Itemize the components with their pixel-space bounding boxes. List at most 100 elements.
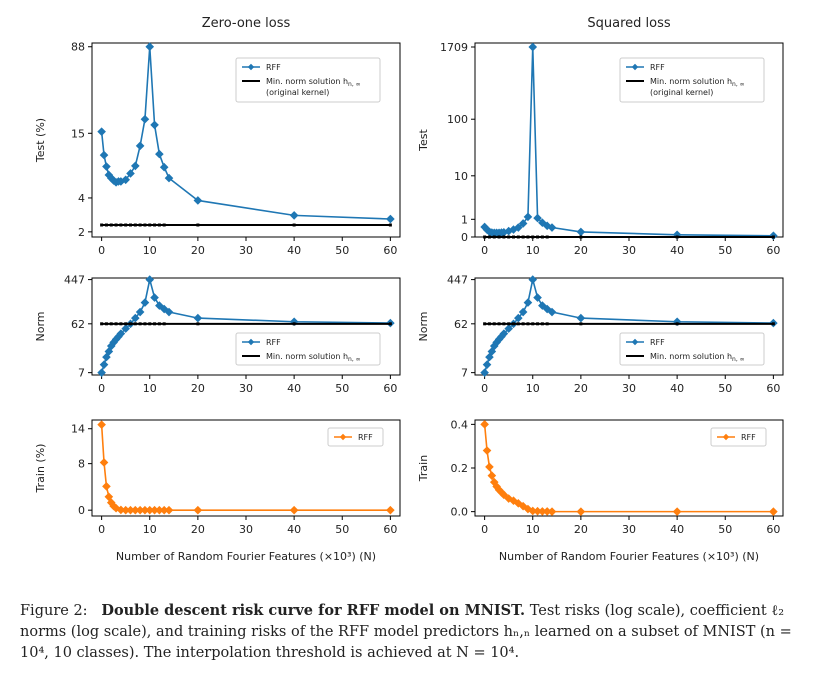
x-tick-label: 30: [239, 523, 253, 536]
x-tick-label: 10: [143, 523, 157, 536]
x-tick-label: 0: [481, 382, 488, 395]
series-point-rff: [485, 352, 494, 362]
figure-caption: Figure 2: Double descent risk curve for …: [20, 600, 815, 664]
series-point-rff: [102, 352, 111, 362]
series-point-min-norm: [492, 235, 496, 239]
series-point-rff: [485, 462, 494, 472]
series-point-rff: [386, 505, 395, 515]
x-tick-label: 60: [766, 382, 780, 395]
y-tick-label: 0.2: [451, 462, 469, 475]
series-point-rff: [528, 42, 538, 52]
series-point-min-norm: [521, 235, 525, 239]
series-point-min-norm: [512, 235, 515, 239]
x-tick-label: 40: [670, 382, 684, 395]
series-point-min-norm: [502, 322, 506, 326]
y-tick-label: 8: [78, 458, 85, 471]
y-tick-label: 10: [454, 170, 468, 183]
legend-marker-rff: [247, 63, 255, 71]
series-point-rff: [499, 490, 509, 500]
series-point-min-norm: [502, 235, 506, 239]
series-point-min-norm: [157, 223, 161, 227]
series-point-rff: [135, 141, 145, 151]
y-tick-label: 0: [78, 504, 85, 517]
legend: RFF: [327, 427, 384, 447]
y-tick-label: 2: [78, 226, 85, 239]
series-point-rff: [164, 505, 174, 515]
series-point-min-norm: [104, 322, 108, 326]
legend-label-rff: RFF: [741, 433, 756, 442]
series-point-rff: [164, 173, 174, 183]
x-tick-label: 40: [287, 244, 301, 257]
series-point-rff: [126, 169, 135, 178]
series-point-min-norm: [771, 235, 775, 239]
x-tick-label: 20: [574, 523, 588, 536]
x-tick-label: 30: [239, 382, 253, 395]
series-point-min-norm: [148, 322, 152, 326]
series-point-min-norm: [153, 223, 157, 227]
x-tick-label: 30: [622, 382, 636, 395]
series-point-min-norm: [497, 322, 501, 326]
legend-label-rff: RFF: [358, 433, 373, 442]
y-tick-label: 15: [71, 127, 85, 140]
series-point-rff: [164, 307, 174, 317]
series-point-rff: [547, 507, 557, 516]
series-point-min-norm: [292, 322, 296, 326]
series-point-min-norm: [196, 223, 200, 227]
y-tick-label: 14: [71, 423, 85, 436]
series-point-min-norm: [292, 223, 296, 227]
series-point-rff: [145, 42, 155, 52]
x-tick-label: 50: [335, 523, 349, 536]
x-tick-label: 10: [526, 382, 540, 395]
y-tick-label: 4: [78, 192, 85, 205]
series-point-min-norm: [114, 223, 118, 227]
series-point-min-norm: [483, 322, 487, 326]
legend-label-min-norm: Min. norm solution hn, ∞: [266, 77, 361, 88]
series-point-min-norm: [138, 322, 142, 326]
x-tick-label: 0: [98, 382, 105, 395]
legend-label-min-norm: Min. norm solution hn, ∞: [266, 352, 361, 363]
x-tick-label: 40: [670, 523, 684, 536]
legend-label-rff: RFF: [266, 338, 281, 347]
series-point-rff: [99, 360, 109, 369]
series-point-rff: [672, 317, 682, 327]
series-point-min-norm: [507, 235, 511, 239]
series-point-min-norm: [492, 322, 496, 326]
legend-label-min-norm: Min. norm solution hn, ∞: [650, 352, 745, 363]
series-point-min-norm: [579, 322, 583, 326]
series-point-min-norm: [483, 235, 487, 239]
series-point-rff: [386, 214, 395, 224]
y-tick-label: 7: [78, 367, 85, 380]
series-point-rff: [576, 507, 586, 516]
legend-label-min-norm-2: (original kernel): [266, 88, 329, 97]
series-point-min-norm: [148, 223, 152, 227]
series-point-rff: [140, 298, 150, 307]
series-point-min-norm: [138, 223, 142, 227]
y-tick-label: 447: [64, 274, 85, 287]
series-point-rff: [155, 149, 164, 159]
y-axis-label: Test: [417, 128, 430, 151]
series-point-rff: [135, 307, 145, 317]
x-tick-label: 20: [574, 382, 588, 395]
series-point-rff: [97, 420, 106, 429]
series-point-min-norm: [526, 322, 530, 326]
series-point-rff: [131, 313, 140, 323]
legend-label-min-norm: Min. norm solution hn, ∞: [650, 77, 745, 88]
series-point-min-norm: [109, 322, 113, 326]
x-tick-label: 0: [98, 523, 105, 536]
series-point-min-norm: [153, 322, 157, 326]
series-point-rff: [289, 211, 299, 220]
legend: RFF: [710, 427, 767, 447]
series-point-rff: [193, 505, 203, 515]
series-point-rff: [538, 218, 547, 228]
x-tick-label: 20: [191, 244, 205, 257]
series-point-rff: [480, 368, 489, 377]
series-point-rff: [523, 298, 533, 307]
legend-frame: [619, 57, 765, 103]
x-tick-label: 40: [670, 244, 684, 257]
series-point-min-norm: [119, 223, 123, 227]
series-point-min-norm: [100, 322, 104, 326]
series-point-min-norm: [129, 223, 132, 227]
legend: RFF Min. norm solution hn, ∞: [235, 332, 381, 366]
series-point-rff: [102, 162, 111, 171]
